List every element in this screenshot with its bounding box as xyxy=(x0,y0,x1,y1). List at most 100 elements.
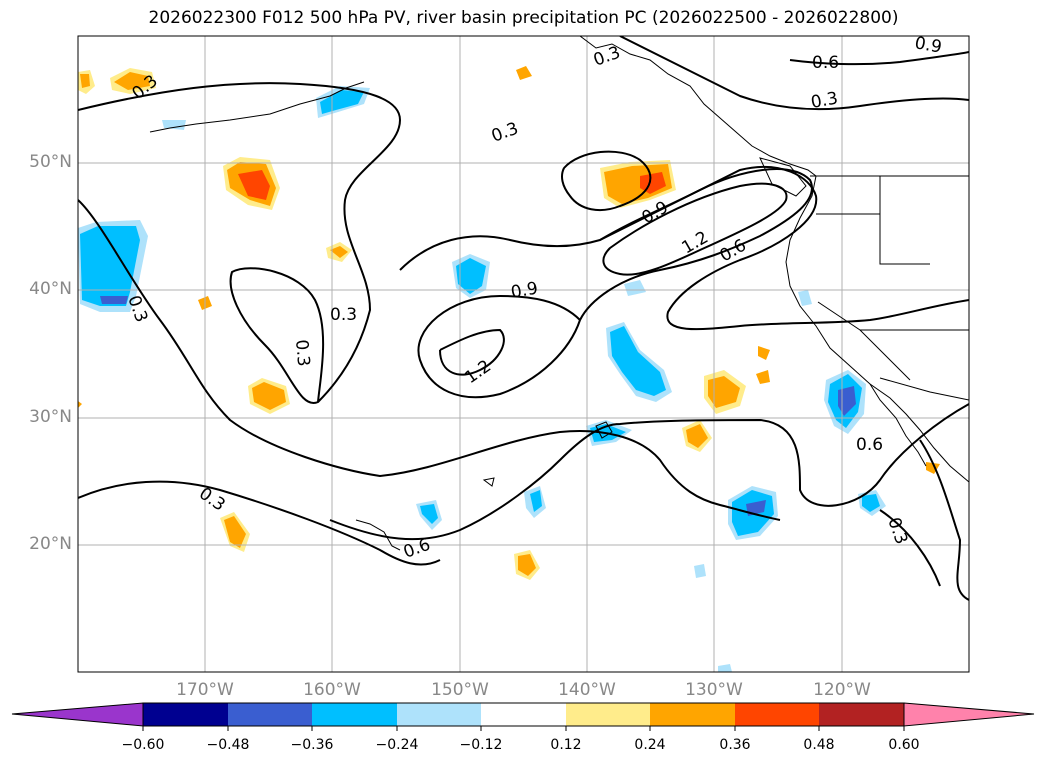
precip-patch-positive xyxy=(114,72,150,90)
baja-california xyxy=(869,383,927,467)
precip-patch-positive xyxy=(238,170,270,200)
colorbar-tick-label: −0.48 xyxy=(206,737,250,753)
colorbar-extend-high xyxy=(903,702,1035,727)
pv-contour-0.3 xyxy=(879,509,941,587)
precip-patch-negative xyxy=(862,494,880,512)
precip-patch-positive xyxy=(758,346,770,360)
colorbar-bin xyxy=(312,703,397,726)
precip-patch-positive xyxy=(516,66,532,80)
precip-patch-positive xyxy=(756,370,770,384)
lon-label-130w: 130°W xyxy=(685,680,743,700)
precip-patch-negative xyxy=(456,258,486,294)
colorbar-tick-label: −0.60 xyxy=(121,737,165,753)
colorbar-bin xyxy=(481,703,566,726)
alaska-coast xyxy=(579,36,817,177)
precip-patch-positive xyxy=(708,376,740,408)
precip-patch-positive xyxy=(518,554,536,576)
lon-label-140w: 140°W xyxy=(558,680,616,700)
map-title: 2026022300 F012 500 hPa PV, river basin … xyxy=(148,8,899,28)
contour-label: 0.9 xyxy=(639,197,672,228)
pv-contour-0.6 xyxy=(919,439,969,601)
pv-contour-0.9 xyxy=(399,168,813,399)
precip-patch-negative xyxy=(162,120,186,130)
lat-label-50n: 50°N xyxy=(29,152,72,172)
colorbar-ticks xyxy=(142,726,905,731)
precip-patch-negative xyxy=(420,504,438,524)
colorbar-bin xyxy=(143,703,228,726)
precipitation-shading xyxy=(78,66,940,672)
precip-patch-positive xyxy=(78,401,82,408)
precip-patch-negative xyxy=(624,280,646,296)
precip-patch-positive xyxy=(80,74,90,88)
precip-patch-negative xyxy=(100,296,128,304)
hawaii-islands xyxy=(355,519,401,551)
island xyxy=(595,421,613,439)
precip-patch-negative xyxy=(80,226,140,306)
precip-patch-positive xyxy=(686,424,708,448)
state-border xyxy=(816,213,930,265)
colorbar-bin xyxy=(735,703,819,726)
graticule xyxy=(78,36,969,672)
contour-label: 0.9 xyxy=(509,279,539,303)
contour-label: 0.6 xyxy=(812,53,839,73)
colorbar-tick-label: 0.24 xyxy=(634,737,666,753)
colorbar-tick-label: −0.12 xyxy=(459,737,503,753)
precip-patch-positive xyxy=(224,516,246,548)
precip-patch-negative xyxy=(530,490,542,512)
vancouver-island xyxy=(759,157,807,197)
pv-contour-0.3 xyxy=(78,480,441,566)
precip-patch-negative xyxy=(694,564,706,578)
colorbar-bin xyxy=(566,703,650,726)
colorbar-bin xyxy=(650,703,735,726)
contour-label: 0.9 xyxy=(913,33,943,57)
precip-patch-negative xyxy=(610,326,666,396)
colorbar-frame xyxy=(142,702,905,727)
contour-label: 1.2 xyxy=(461,356,495,388)
contour-label: 1.2 xyxy=(679,227,712,258)
contour-label: 0.6 xyxy=(856,435,883,455)
contour-label: 0.3 xyxy=(489,119,521,147)
pv-contour-0.3 xyxy=(78,199,781,521)
contour-label: 0.3 xyxy=(809,89,839,113)
lon-label-120w: 120°W xyxy=(813,680,871,700)
colorbar-tick-label: 0.60 xyxy=(888,737,920,753)
contour-label: 0.3 xyxy=(195,484,229,516)
state-border xyxy=(817,301,911,381)
precip-patch-positive xyxy=(926,462,940,474)
colorbar-bin xyxy=(228,703,312,726)
island xyxy=(482,477,495,487)
precip-patch-negative xyxy=(798,290,812,306)
pv-contour-1.2 xyxy=(439,328,505,376)
pv-contour-0.9 xyxy=(561,150,652,212)
colorbar-tick-label: −0.36 xyxy=(290,737,334,753)
pv-contour-0.3 xyxy=(78,82,402,405)
precip-patch-negative xyxy=(746,500,766,516)
lat-label-20n: 20°N xyxy=(29,534,72,554)
lon-label-150w: 150°W xyxy=(431,680,489,700)
contour-label: 0.3 xyxy=(330,305,357,325)
colorbar xyxy=(11,702,1035,731)
pv-contour-0.6 xyxy=(329,403,969,541)
colorbar-tick-label: 0.36 xyxy=(719,737,751,753)
pv-contour-0.3 xyxy=(619,36,969,111)
pv-contours xyxy=(78,36,969,601)
lat-label-40n: 40°N xyxy=(29,279,72,299)
pv-contour-1.2 xyxy=(602,182,788,276)
lat-label-30n: 30°N xyxy=(29,407,72,427)
lon-label-170w: 170°W xyxy=(176,680,234,700)
precip-patch-negative xyxy=(718,664,732,672)
contour-label: 0.3 xyxy=(591,43,623,71)
contour-label: 0.3 xyxy=(883,515,911,547)
contour-label: 0.3 xyxy=(291,339,313,368)
mexico-border xyxy=(879,377,969,401)
coastlines xyxy=(149,36,969,551)
colorbar-bin xyxy=(819,703,904,726)
precip-patch-positive xyxy=(330,246,348,258)
map-frame xyxy=(77,35,970,673)
colorbar-extend-low xyxy=(11,702,144,727)
colorbar-tick-label: 0.12 xyxy=(550,737,582,753)
precip-patch-positive xyxy=(252,382,286,410)
lon-label-160w: 160°W xyxy=(303,680,361,700)
colorbar-tick-label: −0.24 xyxy=(375,737,419,753)
